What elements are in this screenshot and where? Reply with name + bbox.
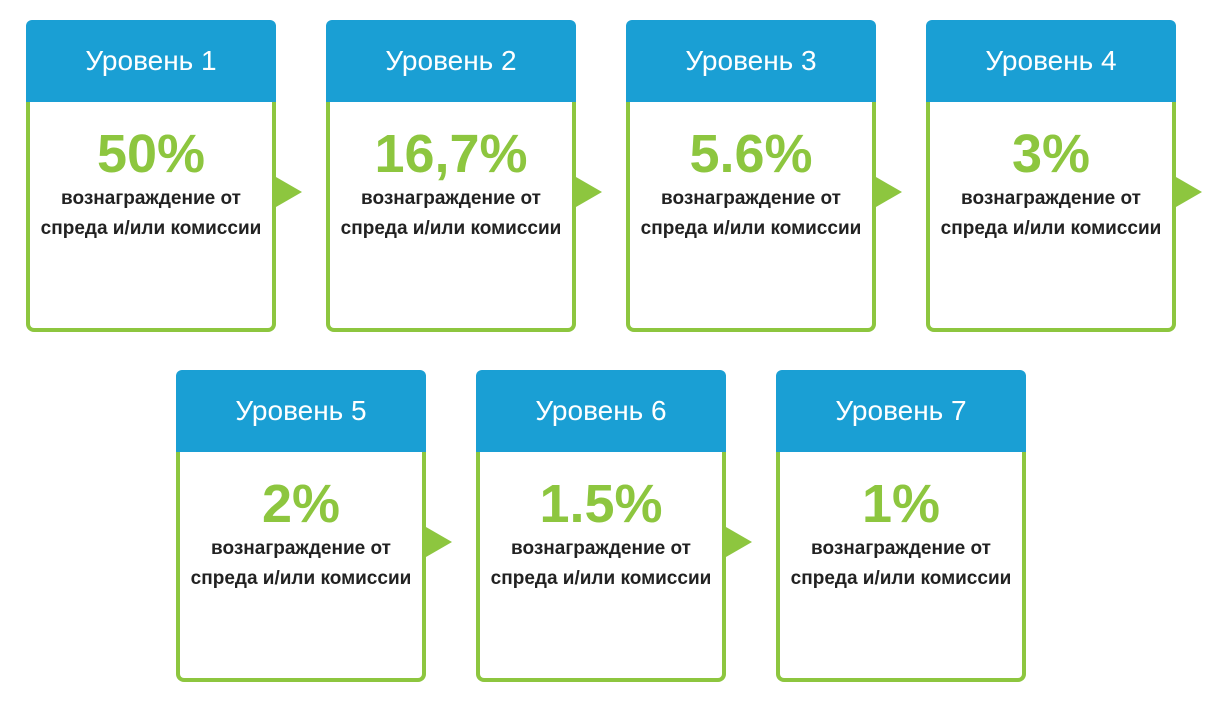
level-description: вознаграждение от спреда и/или комиссии (790, 538, 1012, 589)
level-description: вознаграждение от спреда и/или комиссии (490, 538, 712, 589)
level-body: 5.6% вознаграждение от спреда и/или комис… (626, 102, 876, 332)
level-description: вознаграждение от спреда и/или комиссии (940, 188, 1162, 239)
level-card: Уровень 5 2% вознаграждение от спреда и/ил… (176, 370, 426, 682)
level-card: Уровень 6 1.5% вознаграждение от спреда и/… (476, 370, 726, 682)
level-percent: 16,7% (374, 124, 528, 184)
level-card: Уровень 3 5.6% вознаграждение от спреда и/… (626, 20, 876, 332)
level-percent: 1.5% (539, 474, 663, 534)
level-body: 16,7% вознаграждение от спреда и/или коми… (326, 102, 576, 332)
level-percent: 5.6% (689, 124, 813, 184)
level-card: Уровень 7 1% вознаграждение от спреда и/ил… (776, 370, 1026, 682)
level-percent: 2% (261, 474, 341, 534)
level-description: вознаграждение от спреда и/или комиссии (340, 188, 562, 239)
level-percent: 50% (96, 124, 206, 184)
arrow (426, 527, 452, 557)
level-description: вознаграждение от спреда и/или комиссии (190, 538, 412, 589)
level-body: 1.5% вознаграждение от спреда и/или комис… (476, 452, 726, 682)
level-title: Уровень 4 (926, 20, 1176, 102)
arrow (1176, 177, 1202, 207)
level-title: Уровень 6 (476, 370, 726, 452)
level-title: Уровень 5 (176, 370, 426, 452)
level-description: вознаграждение от спреда и/или комиссии (640, 188, 862, 239)
level-body: 1% вознаграждение от спреда и/или комисси… (776, 452, 1026, 682)
level-body: 3% вознаграждение от спреда и/или комисси… (926, 102, 1176, 332)
level-percent: 3% (1011, 124, 1091, 184)
level-card: Уровень 1 50% вознаграждение от спреда и/и… (26, 20, 276, 332)
level-card: Уровень 2 16,7% вознаграждение от спреда и… (326, 20, 576, 332)
arrow (726, 527, 752, 557)
level-title: Уровень 3 (626, 20, 876, 102)
level-title: Уровень 2 (326, 20, 576, 102)
level-body: 2% вознаграждение от спреда и/или комисси… (176, 452, 426, 682)
level-percent: 1% (861, 474, 941, 534)
level-body: 50% вознаграждение от спреда и/или комисс… (26, 102, 276, 332)
level-title: Уровень 7 (776, 370, 1026, 452)
level-description: вознаграждение от спреда и/или комиссии (40, 188, 262, 239)
arrow (576, 177, 602, 207)
arrow (876, 177, 902, 207)
level-card: Уровень 4 3% вознаграждение от спреда и/ил… (926, 20, 1176, 332)
arrow (276, 177, 302, 207)
level-title: Уровень 1 (26, 20, 276, 102)
